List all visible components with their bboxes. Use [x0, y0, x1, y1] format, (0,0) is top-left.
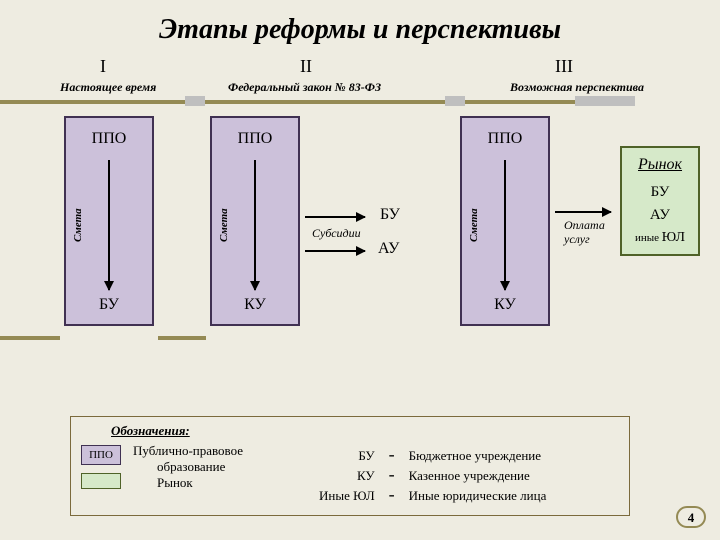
stage2-arrow-label: Смета [218, 208, 230, 242]
bu-label: БУ [380, 206, 400, 224]
market-other-big: ЮЛ [662, 230, 685, 245]
hr-seg3 [465, 100, 575, 104]
payment-label1: Оплата [564, 218, 605, 233]
stage1-bot: БУ [66, 296, 152, 314]
col1-roman: I [100, 56, 106, 77]
arrow-to-market [555, 211, 611, 213]
market-item-other: иные ЮЛ [626, 230, 694, 246]
stage2-top: ППО [212, 130, 298, 148]
hr-seg2 [205, 100, 445, 104]
grey-bar1 [185, 96, 205, 106]
legend-market-label: Рынок [157, 475, 193, 491]
legend-table: БУ - Бюджетное учреждение КУ - Казенное … [311, 445, 554, 507]
col3-sub: Возможная перспектива [510, 80, 644, 95]
stage3-top: ППО [462, 130, 548, 148]
market-title: Рынок [626, 156, 694, 174]
dash-icon: - [383, 467, 401, 485]
slide-title: Этапы реформы и перспективы [0, 0, 720, 52]
stage2-arrow [254, 160, 256, 290]
stage-box-1: ППО Смета БУ [64, 116, 154, 326]
dash-icon: - [383, 447, 401, 465]
legend-other-abbr: Иные ЮЛ [313, 487, 381, 505]
legend-ppo-swatch: ППО [81, 445, 121, 465]
stage3-bot: КУ [462, 296, 548, 314]
legend-row-bu: БУ - Бюджетное учреждение [313, 447, 552, 465]
market-other-small: иные [635, 232, 659, 244]
legend-ppo-full1: Публично-правовое [133, 443, 243, 459]
page-number: 4 [676, 506, 706, 528]
stage-box-3: ППО Смета КУ [460, 116, 550, 326]
legend-market-swatch [81, 473, 121, 489]
bot-hr1 [0, 336, 60, 340]
stage-box-2: ППО Смета КУ [210, 116, 300, 326]
stage1-arrow [108, 160, 110, 290]
legend-box: Обозначения: ППО Публично-правовое образ… [70, 416, 630, 516]
bot-hr2 [158, 336, 206, 340]
legend-ku-full: Казенное учреждение [403, 467, 553, 485]
stage3-arrow [504, 160, 506, 290]
stage3-arrow-label: Смета [468, 208, 480, 242]
au-label: АУ [378, 240, 399, 258]
legend-ku-abbr: КУ [313, 467, 381, 485]
market-box: Рынок БУ АУ иные ЮЛ [620, 146, 700, 256]
stage1-top: ППО [66, 130, 152, 148]
stage2-bot: КУ [212, 296, 298, 314]
arrow-to-au [305, 250, 365, 252]
stage1-arrow-label: Смета [72, 208, 84, 242]
dash-icon: - [383, 487, 401, 505]
payment-label2: услуг [564, 232, 590, 247]
arrow-to-bu [305, 216, 365, 218]
col2-roman: II [300, 56, 312, 77]
market-item-au: АУ [626, 207, 694, 224]
grey-bar3 [575, 96, 635, 106]
hr-seg1 [0, 100, 185, 104]
subsidies-label: Субсидии [312, 226, 361, 241]
grey-bar2 [445, 96, 465, 106]
col3-roman: III [555, 56, 573, 77]
col2-sub: Федеральный закон № 83-ФЗ [228, 80, 381, 95]
market-item-bu: БУ [626, 184, 694, 201]
legend-bu-full: Бюджетное учреждение [403, 447, 553, 465]
col1-sub: Настоящее время [60, 80, 156, 95]
diagram-area: I II III Настоящее время Федеральный зак… [0, 56, 720, 356]
legend-title: Обозначения: [111, 423, 190, 439]
legend-other-full: Иные юридические лица [403, 487, 553, 505]
legend-ppo-full2: образование [157, 459, 225, 475]
legend-row-ku: КУ - Казенное учреждение [313, 467, 552, 485]
legend-row-other: Иные ЮЛ - Иные юридические лица [313, 487, 552, 505]
legend-bu-abbr: БУ [313, 447, 381, 465]
